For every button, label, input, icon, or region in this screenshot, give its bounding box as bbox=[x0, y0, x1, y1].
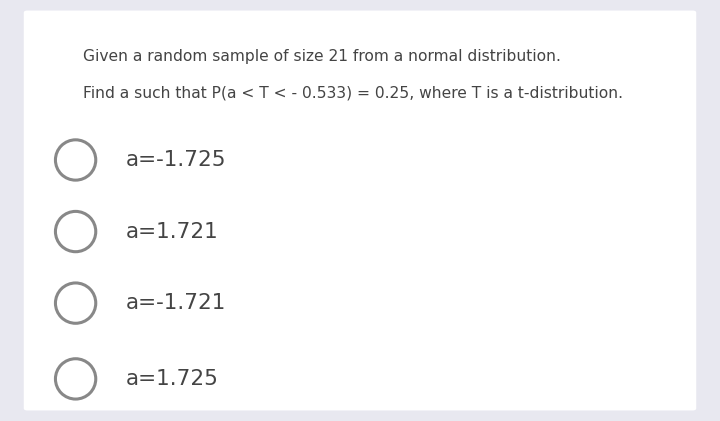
Text: Given a random sample of size 21 from a normal distribution.: Given a random sample of size 21 from a … bbox=[83, 49, 561, 64]
Text: Find a such that P(a < T < - 0.533) = 0.25, where T is a t-distribution.: Find a such that P(a < T < - 0.533) = 0.… bbox=[83, 85, 623, 100]
Text: a=-1.725: a=-1.725 bbox=[126, 150, 227, 170]
Text: a=1.725: a=1.725 bbox=[126, 369, 219, 389]
Text: a=-1.721: a=-1.721 bbox=[126, 293, 226, 313]
Text: a=1.721: a=1.721 bbox=[126, 221, 219, 242]
